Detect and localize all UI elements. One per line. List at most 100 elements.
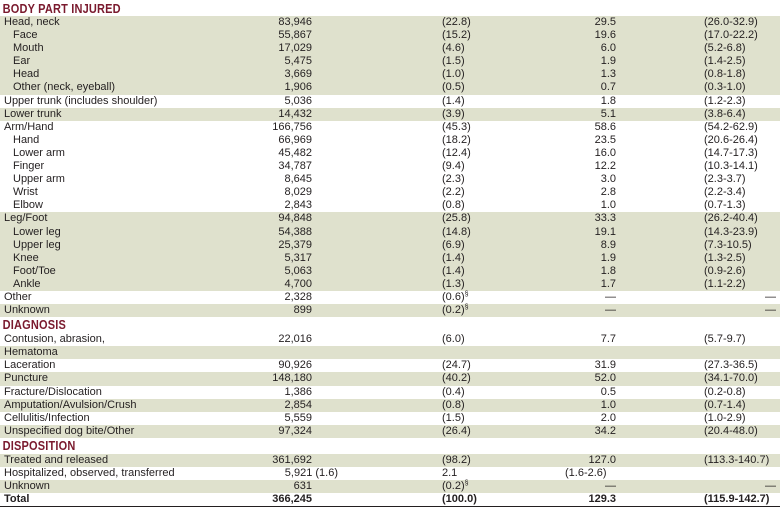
table-row: Leg/Foot 94,848 (25.8) 33.3 (26.2-40.4) — [0, 212, 780, 226]
rate-cell: 129.3 — [588, 493, 616, 506]
table-row: Other (neck, eyeball) 1,906 (0.5) 0.7 (0.3-1… — [0, 81, 780, 95]
percent-cell: (4.6) — [442, 42, 465, 55]
percent-value: (14.8) — [442, 225, 471, 238]
count-cell: 2,854 — [284, 398, 312, 411]
ci-cell: (0.7-1.3) — [704, 199, 746, 212]
rate-cell: 33.3 — [594, 212, 616, 225]
ci-cell: (3.8-6.4) — [704, 107, 746, 120]
ci-cell: (0.8-1.8) — [704, 68, 746, 81]
percent-value: (22.8) — [442, 16, 471, 28]
percent-cell: (12.4) — [442, 147, 471, 160]
rate-cell: — — [605, 290, 616, 303]
percent-value: (25.8) — [442, 212, 471, 225]
percent-value: (1.5) — [442, 55, 465, 68]
ci-cell: (27.3-36.5) — [704, 359, 758, 372]
percent-cell: (0.2)§ — [442, 480, 469, 493]
percent-cell: (2.3) — [442, 173, 465, 186]
row-label: Finger — [13, 160, 45, 173]
table-row: Knee 5,317 (1.4) 1.9 (1.3-2.5) — [0, 251, 780, 265]
rate-cell: 1.8 — [600, 94, 616, 107]
table-row: Arm/Hand 166,756 (45.3) 58.6 (54.2-62.9) — [0, 121, 780, 134]
table-section: DISPOSITION Treated and released 361,692 (9… — [0, 438, 780, 508]
table-row: Finger 34,787 (9.4) 12.2 (10.3-14.1) — [0, 160, 780, 173]
ci-cell: (26.0-32.9) — [704, 16, 758, 28]
percent-value: (6.9) — [442, 238, 465, 251]
ci-cell: (1.4-2.5) — [704, 55, 746, 68]
row-label: Elbow — [13, 199, 43, 212]
rate-cell: 16.0 — [594, 146, 616, 159]
ci-cell: (1.0-2.9) — [704, 411, 746, 424]
rate-cell: (1.6-2.6) — [565, 467, 607, 479]
ci-cell: (0.9-2.6) — [704, 264, 746, 277]
count-cell: 631 — [293, 480, 312, 493]
table-row: Upper leg 25,379 (6.9) 8.9 (7.3-10.5) — [0, 238, 780, 252]
rate-cell: 19.1 — [594, 225, 616, 238]
ci-cell: (5.7-9.7) — [704, 333, 746, 346]
row-label: Cellulitis/Infection — [4, 411, 90, 424]
rate-cell: 23.5 — [594, 133, 616, 146]
count-cell: 45,482 — [278, 146, 312, 159]
percent-value: (40.2) — [442, 372, 471, 385]
rate-cell: 3.0 — [600, 173, 616, 186]
percent-value: (98.2) — [442, 453, 471, 466]
percent-cell: (24.7) — [442, 359, 471, 372]
percent-cell: (0.8) — [442, 199, 465, 212]
ci-cell: — — [765, 304, 776, 317]
percent-value: (0.2) — [442, 480, 465, 493]
count-cell: 66,969 — [278, 133, 312, 146]
row-label: Face — [13, 29, 38, 42]
table-row: Hematoma — [0, 346, 780, 360]
percent-cell: (9.4) — [442, 160, 465, 173]
percent-value: (2.2) — [442, 186, 465, 199]
table-row: Treated and released 361,692 (98.2) 127.0 (1… — [0, 453, 780, 467]
percent-cell: (100.0) — [442, 493, 477, 506]
table-row: Head 3,669 (1.0) 1.3 (0.8-1.8) — [0, 68, 780, 82]
percent-value: (1.4) — [442, 94, 465, 107]
ci-cell: (7.3-10.5) — [704, 238, 752, 251]
count-cell: 1,386 — [284, 385, 312, 398]
section-title: DISPOSITION — [2, 438, 76, 453]
percent-cell: (0.2)§ — [442, 304, 469, 317]
ci-cell: (20.4-48.0) — [704, 424, 758, 437]
ci-cell: (1.2-2.3) — [704, 94, 746, 107]
percent-value: (2.3) — [442, 173, 465, 186]
row-label: Laceration — [4, 359, 56, 372]
ci-cell: (20.6-26.4) — [704, 133, 758, 146]
row-label: Head, neck — [4, 16, 60, 28]
table-row: Mouth 17,029 (4.6) 6.0 (5.2-6.8) — [0, 42, 780, 56]
row-label: Knee — [13, 251, 39, 264]
row-label: Other (neck, eyeball) — [13, 81, 116, 94]
row-label: Hand — [13, 133, 40, 146]
count-cell: 5,036 — [284, 94, 312, 107]
percent-value: 2.1 — [442, 467, 458, 479]
row-label: Amputation/Avulsion/Crush — [4, 398, 137, 411]
percent-value: (1.4) — [442, 264, 465, 277]
table-row: Puncture 148,180 (40.2) 52.0 (34.1-70.0) — [0, 372, 780, 386]
row-label: Unspecified dog bite/Other — [4, 424, 135, 437]
percent-cell: (1.4) — [442, 265, 465, 278]
percent-cell: (18.2) — [442, 134, 471, 147]
percent-value: (24.7) — [442, 359, 471, 372]
ci-cell: (17.0-22.2) — [704, 29, 758, 42]
row-label: Other — [4, 290, 32, 303]
table-row: Head, neck 83,946 (22.8) 29.5 (26.0-32.9) — [0, 16, 780, 30]
row-label: Treated and released — [4, 453, 109, 466]
rate-cell: 1.0 — [600, 398, 616, 411]
percent-cell: (45.3) — [442, 121, 471, 134]
table-row: Laceration 90,926 (24.7) 31.9 (27.3-36.5) — [0, 359, 780, 372]
percent-cell: (6.0) — [442, 333, 465, 346]
row-label: Puncture — [4, 372, 49, 385]
table-row: Face 55,867 (15.2) 19.6 (17.0-22.2) — [0, 29, 780, 43]
percent-cell: (26.4) — [442, 425, 471, 438]
row-label: Hospitalized, observed, transferred — [4, 467, 175, 479]
count-cell: 899 — [293, 304, 312, 317]
table-row: Ankle 4,700 (1.3) 1.7 (1.1-2.2) — [0, 277, 780, 291]
row-label: Arm/Hand — [4, 120, 54, 133]
ci-cell: (115.9-142.7) — [704, 493, 770, 506]
percent-cell: (40.2) — [442, 372, 471, 385]
percent-value: (45.3) — [442, 120, 471, 133]
table-row: Contusion, abrasion, 22,016 (6.0) 7.7 (5.7-9… — [0, 333, 780, 346]
percent-cell: 2.1 — [442, 467, 457, 480]
table-row: Lower trunk 14,432 (3.9) 5.1 (3.8-6.4) — [0, 107, 780, 121]
rate-cell: 1.0 — [600, 199, 616, 212]
